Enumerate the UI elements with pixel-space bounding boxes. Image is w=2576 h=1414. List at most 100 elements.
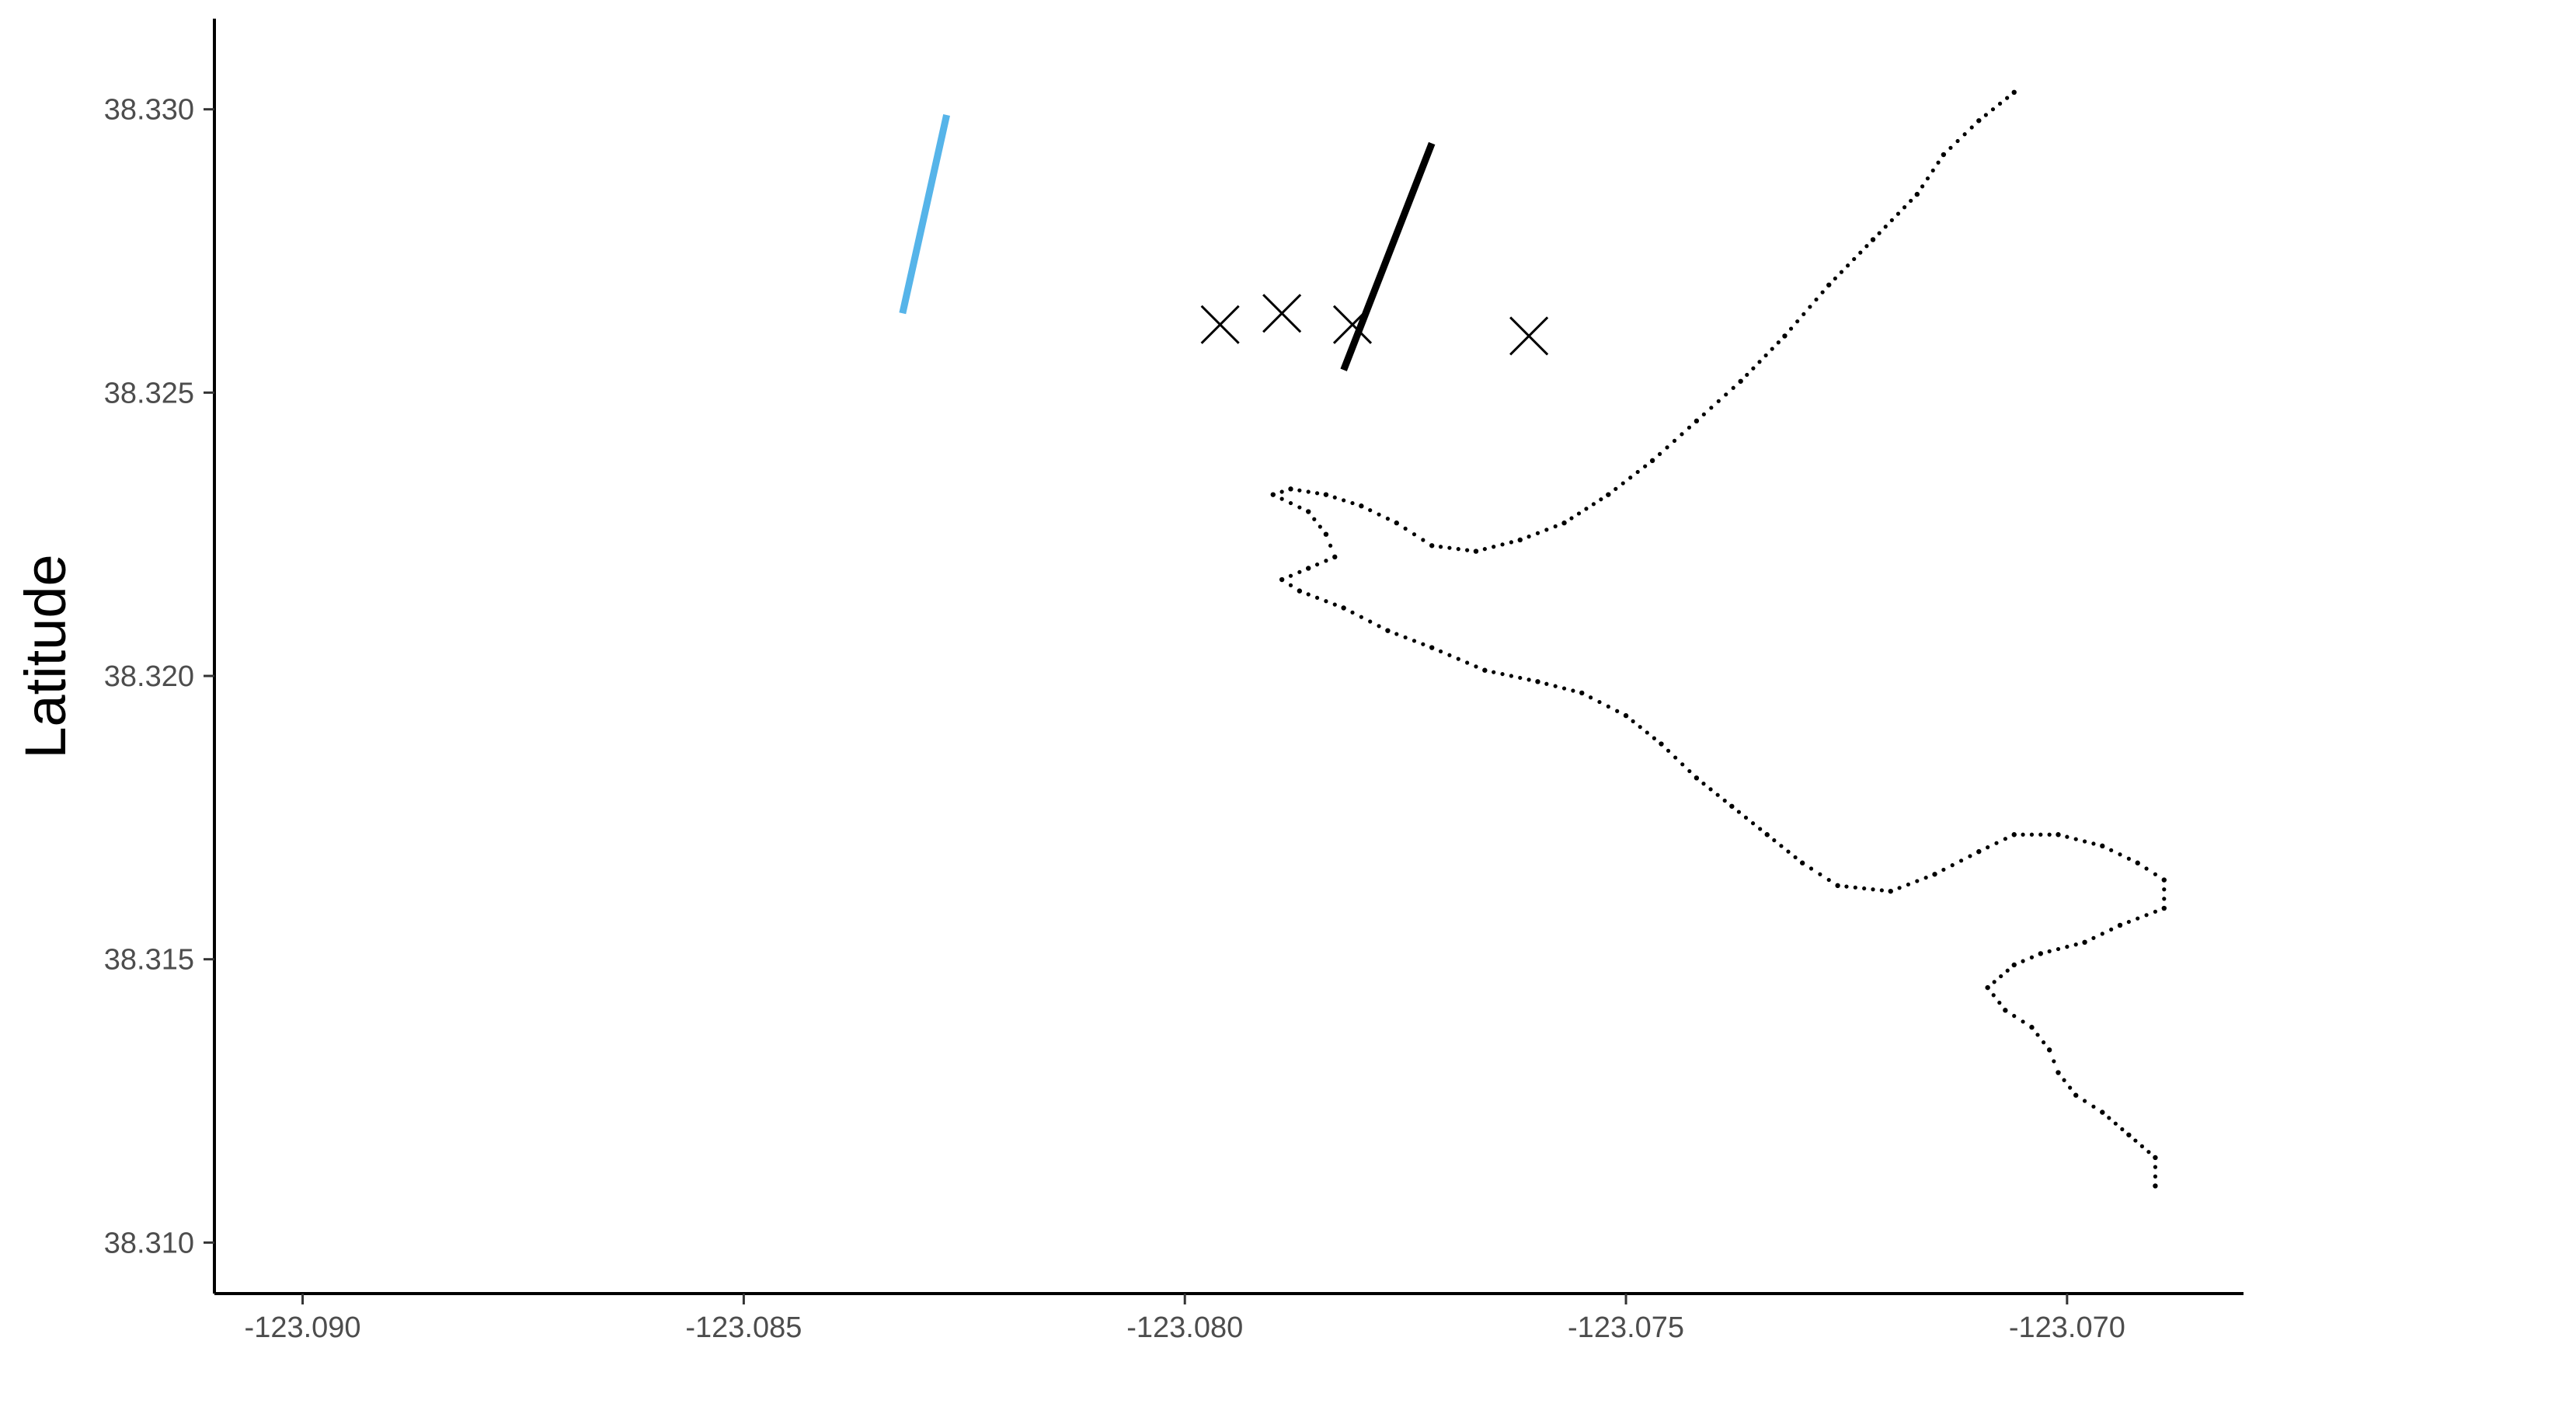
coastline-point xyxy=(1820,290,1825,294)
coastline-point xyxy=(1782,333,1788,339)
coastline-point xyxy=(1818,872,1822,876)
coastline-point xyxy=(1332,554,1338,560)
coastline-point xyxy=(2068,1085,2073,1090)
coastline-point xyxy=(1306,489,1311,494)
coastline-point xyxy=(1990,107,1996,112)
coastline-point xyxy=(1715,792,1720,797)
coastline-point xyxy=(1394,520,1399,526)
coastline-point xyxy=(2100,843,2105,849)
coastline-point xyxy=(2146,1150,2151,1155)
coastline-point xyxy=(1314,491,1320,496)
coastline-point xyxy=(2153,1174,2158,1179)
coastline-point xyxy=(1606,704,1610,709)
coastline-point xyxy=(2118,852,2122,857)
coastline-point xyxy=(1665,445,1669,450)
coastline-point xyxy=(1412,639,1417,643)
coastline-point xyxy=(1764,832,1770,838)
y-axis-title: Latitude xyxy=(13,554,78,758)
coastline-point xyxy=(1314,595,1320,600)
coastline-point xyxy=(2065,834,2070,839)
coastline-point xyxy=(1680,762,1685,767)
coastline-point xyxy=(1701,782,1706,786)
coastline-point xyxy=(2047,832,2052,837)
coastline-point xyxy=(2021,832,2025,837)
coastline-point xyxy=(1852,256,1857,262)
coastline-point xyxy=(1976,118,1982,124)
coastline-point xyxy=(1985,984,1990,991)
coastline-point xyxy=(1341,605,1346,611)
coastline-point xyxy=(1997,101,2003,106)
x-tick-label: -123.080 xyxy=(1126,1311,1243,1344)
coastline-point xyxy=(1429,645,1435,650)
coastline-point xyxy=(1673,755,1678,760)
coastline-point xyxy=(1591,502,1596,507)
coastline-point xyxy=(1535,679,1540,684)
coastline-point xyxy=(1599,497,1603,502)
coastline-point xyxy=(1666,748,1671,753)
coastline-point xyxy=(1306,566,1311,571)
coastline-point xyxy=(1631,719,1635,723)
x-tick-label: -123.085 xyxy=(685,1311,802,1344)
coastline-point xyxy=(1342,498,1346,503)
track-lines xyxy=(899,114,1436,371)
coastline-point xyxy=(1412,532,1417,537)
coastline-point xyxy=(1571,688,1575,693)
coastline-point xyxy=(1306,509,1311,514)
coastline-point xyxy=(1833,276,1837,281)
coastline-point xyxy=(2052,1059,2056,1064)
coastline-point xyxy=(1535,531,1540,535)
coastline-point xyxy=(2011,89,2017,96)
coastline-point xyxy=(2029,832,2035,837)
coastline-point xyxy=(1779,844,1784,848)
coastline-point xyxy=(1999,973,2003,979)
coastline-point xyxy=(1324,599,1328,604)
y-tick-label: 38.325 xyxy=(104,377,194,409)
coastline-point xyxy=(1902,205,1907,210)
coastline-point xyxy=(1968,854,1972,858)
coastline-point xyxy=(1799,860,1805,865)
coastline-point xyxy=(1615,709,1620,713)
coastline-point xyxy=(2126,856,2131,861)
coastline-point xyxy=(1958,858,1964,863)
coastline-point xyxy=(1465,548,1470,552)
coastline-point xyxy=(1694,418,1700,424)
coastline-point xyxy=(1544,681,1549,686)
coastline-point xyxy=(1950,863,1955,868)
x-markers xyxy=(1200,294,1549,356)
coastline-point xyxy=(1569,516,1574,521)
coastline-points xyxy=(1270,89,2167,1189)
coastline-point xyxy=(1482,547,1487,552)
coastline-point xyxy=(1544,528,1549,532)
track-line xyxy=(1340,141,1436,371)
coastline-point xyxy=(1738,378,1743,384)
coastline-point xyxy=(1962,132,1967,137)
coastline-point xyxy=(2161,905,2167,911)
coastline-point xyxy=(2011,962,2017,968)
y-tick-label: 38.310 xyxy=(104,1227,194,1259)
coastline-point xyxy=(1297,588,1303,594)
coastline-point xyxy=(2003,837,2007,841)
coastline-point xyxy=(1465,660,1470,665)
track-line xyxy=(899,114,950,315)
coastline-point xyxy=(1368,619,1373,624)
x-marker xyxy=(1509,316,1549,356)
coastline-point xyxy=(1991,993,1996,998)
coastline-point xyxy=(1377,512,1381,517)
coastline-point xyxy=(1955,138,1960,144)
coastline-point xyxy=(1724,392,1728,397)
coastline-point xyxy=(2021,959,2025,963)
coastline-point xyxy=(1579,690,1585,696)
coastline-point xyxy=(2082,1099,2087,1103)
coastline-point xyxy=(2029,955,2035,960)
coastline-point xyxy=(1871,887,1875,892)
coastline-point xyxy=(1745,372,1749,378)
coastline-point xyxy=(1318,524,1322,529)
coastline-point xyxy=(1920,184,1925,189)
coastline-point xyxy=(1659,741,1664,747)
coastline-point xyxy=(2100,1109,2105,1115)
coastline-point xyxy=(2153,1155,2158,1161)
coastline-point xyxy=(1649,458,1655,464)
coastline-point xyxy=(2113,1121,2118,1126)
coastline-point xyxy=(1932,872,1937,877)
coastline-point xyxy=(1500,542,1505,547)
